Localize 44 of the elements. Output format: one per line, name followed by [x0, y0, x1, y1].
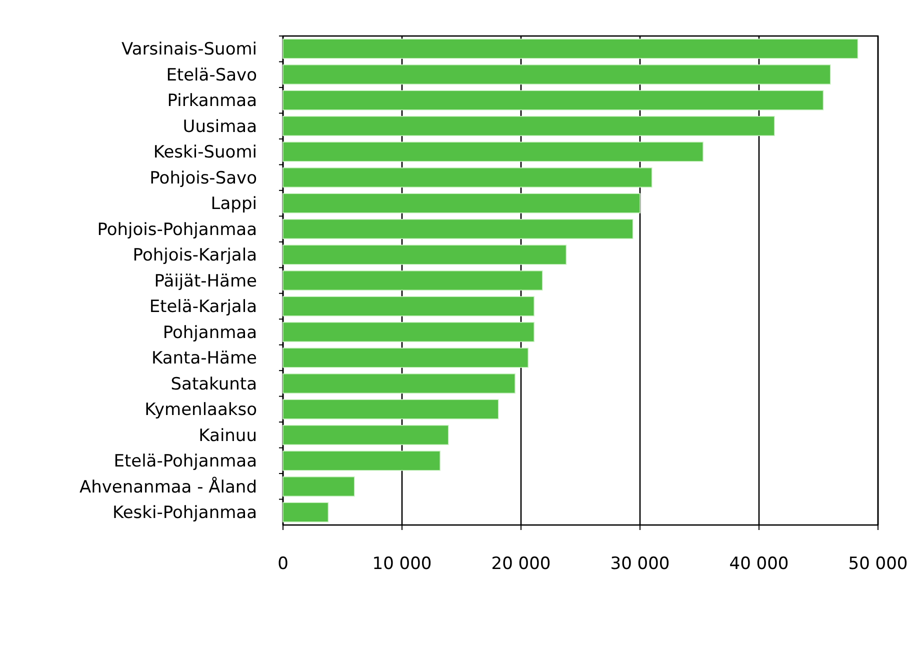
y-tick-label: Kymenlaakso [144, 400, 257, 420]
y-tick-label: Pohjanmaa [162, 322, 257, 343]
y-tick-label: Etelä-Pohjanmaa [114, 452, 257, 472]
y-tick-label: Pirkanmaa [167, 91, 257, 112]
bar [282, 373, 516, 394]
y-tick-label: Etelä-Savo [166, 65, 257, 86]
y-tick-label: Kainuu [198, 426, 257, 446]
y-tick-label: Pohjois-Savo [150, 168, 257, 188]
x-tick-label: 20 000 [491, 554, 551, 574]
bar [282, 270, 543, 291]
x-tick-label: 30 000 [610, 554, 670, 574]
bar [282, 116, 775, 136]
bar [282, 218, 634, 240]
bar [282, 399, 499, 420]
bar [282, 244, 567, 265]
bar [282, 142, 704, 162]
y-tick-label: Keski-Suomi [153, 142, 257, 163]
bar [282, 193, 640, 214]
bar [282, 502, 329, 522]
y-tick-label: Kanta-Häme [152, 348, 257, 369]
x-tick-label: 10 000 [372, 554, 432, 574]
x-tick-label: 40 000 [729, 554, 789, 574]
bar [282, 450, 440, 471]
x-tick-label: 0 [278, 554, 288, 574]
bar [282, 64, 831, 85]
y-tick-label: Satakunta [170, 374, 257, 394]
y-tick-label: Lappi [210, 194, 257, 214]
y-tick-label: Pohjois-Karjala [132, 246, 257, 266]
x-tick-label: 50 000 [848, 554, 908, 574]
bar [282, 424, 449, 446]
y-tick-label: Uusimaa [182, 116, 257, 137]
bar [282, 167, 652, 188]
bar [282, 322, 534, 342]
bar [282, 38, 858, 59]
y-tick-label: Ahvenanmaa - Åland [79, 476, 257, 498]
y-tick-label: Pohjois-Pohjanmaa [97, 220, 257, 240]
y-tick-label: Etelä-Karjala [149, 297, 257, 318]
y-tick-label: Päijät-Häme [154, 271, 257, 292]
bar [282, 90, 824, 110]
bar [282, 476, 355, 497]
bar [282, 348, 529, 368]
bar [282, 296, 534, 316]
y-tick-label: Varsinais-Suomi [122, 40, 257, 60]
y-tick-label: Keski-Pohjanmaa [112, 503, 257, 524]
